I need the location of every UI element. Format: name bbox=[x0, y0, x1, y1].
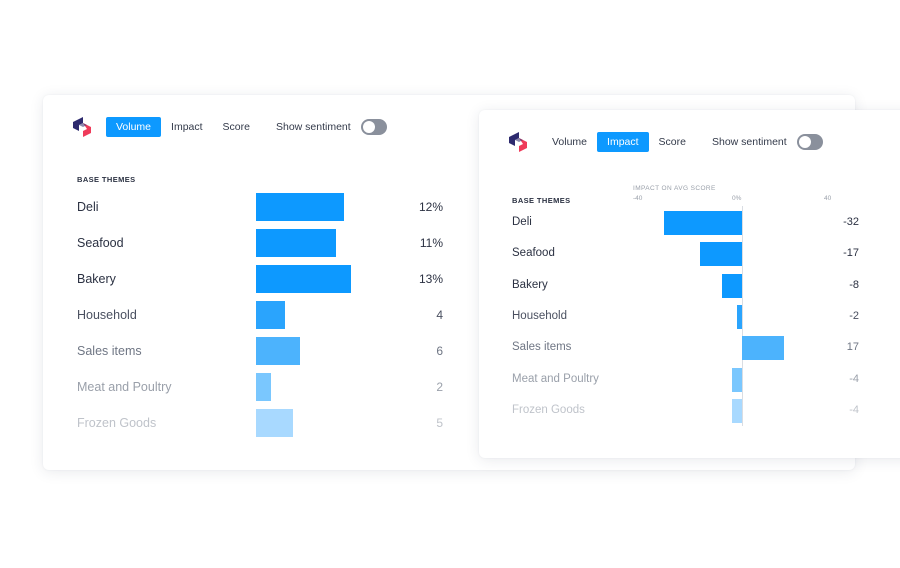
tab-volume[interactable]: Volume bbox=[106, 117, 162, 137]
tick-label-max: 40 bbox=[824, 195, 832, 202]
value-label: -17 bbox=[843, 247, 859, 260]
impact-bar[interactable] bbox=[732, 367, 742, 392]
tab-impact[interactable]: Impact bbox=[597, 132, 649, 152]
impact-card: Volume Impact Score Show sentiment IMPAC… bbox=[479, 110, 900, 458]
show-sentiment-toggle[interactable] bbox=[796, 134, 823, 150]
tab-volume[interactable]: Volume bbox=[552, 136, 588, 148]
tab-impact[interactable]: Impact bbox=[171, 121, 203, 133]
category-label: Meat and Poultry bbox=[512, 372, 599, 385]
impact-bar[interactable] bbox=[722, 273, 742, 298]
value-label: 2 bbox=[436, 380, 443, 394]
volume-bar[interactable] bbox=[256, 265, 351, 293]
volume-bar[interactable] bbox=[256, 373, 271, 401]
impact-bar[interactable] bbox=[700, 242, 742, 267]
volume-bar[interactable] bbox=[256, 409, 293, 437]
tick-label-min: -40 bbox=[633, 195, 643, 202]
volume-bar[interactable] bbox=[256, 193, 344, 221]
category-label: Bakery bbox=[512, 278, 548, 291]
show-sentiment-toggle[interactable] bbox=[360, 119, 387, 135]
category-label: Seafood bbox=[512, 247, 555, 260]
value-label: 6 bbox=[436, 344, 443, 358]
tick-label-zero: 0% bbox=[732, 195, 742, 202]
tab-score[interactable]: Score bbox=[658, 136, 686, 148]
category-label: Frozen Goods bbox=[77, 416, 157, 430]
category-label: Sales items bbox=[512, 341, 572, 354]
brand-logo-icon bbox=[73, 117, 91, 137]
volume-bar[interactable] bbox=[256, 229, 337, 257]
value-label: 5 bbox=[436, 416, 443, 430]
category-label: Deli bbox=[512, 216, 532, 228]
impact-bar[interactable] bbox=[732, 398, 742, 423]
view-mode-tabs: Volume Impact Score bbox=[106, 117, 260, 137]
section-title: BASE THEMES bbox=[77, 175, 136, 184]
axis-title: IMPACT ON AVG SCORE bbox=[633, 185, 716, 192]
value-label: -8 bbox=[849, 278, 859, 291]
show-sentiment-label: Show sentiment bbox=[711, 136, 787, 148]
category-label: Bakery bbox=[77, 272, 116, 286]
zero-line bbox=[742, 206, 743, 426]
volume-bar[interactable] bbox=[256, 337, 300, 365]
category-label: Sales items bbox=[77, 344, 142, 358]
category-label: Household bbox=[512, 309, 567, 322]
volume-toolbar: Volume Impact Score Show sentiment bbox=[70, 114, 387, 140]
category-label: Meat and Poultry bbox=[77, 380, 172, 394]
view-mode-tabs: Volume Impact Score bbox=[542, 132, 696, 152]
value-label: -2 bbox=[849, 309, 859, 322]
toggle-knob bbox=[362, 121, 375, 133]
category-label: Frozen Goods bbox=[512, 403, 585, 416]
value-label: -4 bbox=[849, 403, 859, 416]
value-label: 11% bbox=[419, 236, 443, 250]
category-label: Household bbox=[77, 308, 137, 322]
tab-score[interactable]: Score bbox=[222, 121, 250, 133]
impact-bar[interactable] bbox=[742, 336, 784, 361]
value-label: 13% bbox=[418, 272, 443, 286]
value-label: 17 bbox=[846, 341, 859, 354]
impact-toolbar: Volume Impact Score Show sentiment bbox=[506, 129, 823, 155]
impact-bar[interactable] bbox=[663, 211, 742, 235]
category-label: Seafood bbox=[77, 236, 124, 250]
brand-logo-icon bbox=[509, 132, 527, 152]
value-label: 4 bbox=[436, 308, 443, 322]
impact-bar[interactable] bbox=[737, 304, 742, 329]
category-label: Deli bbox=[77, 200, 99, 214]
value-label: -4 bbox=[849, 372, 859, 385]
section-title: BASE THEMES bbox=[512, 196, 571, 205]
toggle-knob bbox=[798, 136, 811, 148]
value-label: 12% bbox=[418, 200, 443, 214]
value-label: -32 bbox=[843, 216, 859, 228]
show-sentiment-label: Show sentiment bbox=[275, 121, 351, 133]
volume-bar[interactable] bbox=[256, 301, 286, 329]
